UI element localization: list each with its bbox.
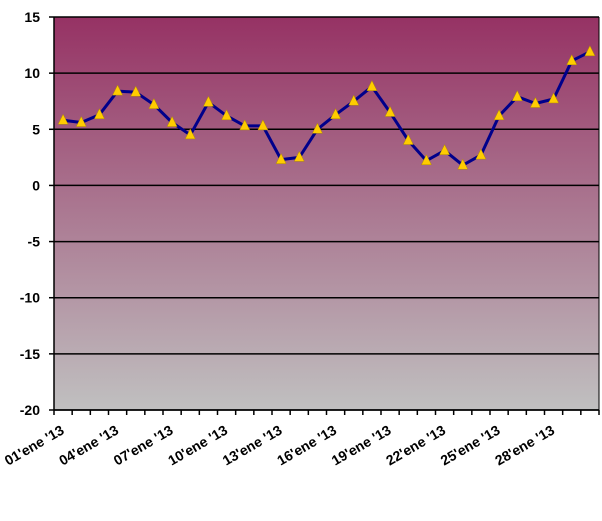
data-point-marker: [530, 96, 541, 108]
data-point-marker: [584, 45, 596, 57]
x-tick-label: 13'ene '13: [220, 422, 285, 469]
x-tick-label: 01'ene '13: [2, 422, 67, 469]
data-point-marker: [439, 144, 450, 155]
data-point-marker: [166, 115, 178, 127]
data-point-marker: [384, 105, 396, 117]
series-line: [62, 50, 591, 167]
y-tick-label: 15: [24, 9, 40, 25]
y-tick-label: -20: [20, 402, 40, 418]
data-point-marker: [293, 150, 305, 162]
data-point-marker: [330, 108, 341, 119]
x-tick-label: 28'ene '13: [492, 422, 557, 469]
x-tick-label: 25'ene '13: [438, 422, 503, 469]
data-point-marker: [112, 84, 123, 96]
y-tick-label: -5: [28, 234, 41, 250]
data-point-marker: [239, 119, 251, 131]
data-point-marker: [57, 113, 69, 125]
data-point-marker: [312, 122, 323, 134]
data-point-marker: [257, 119, 269, 131]
x-tick-label: 16'ene '13: [274, 422, 339, 469]
y-tick-label: -10: [20, 290, 40, 306]
data-point-marker: [493, 109, 505, 121]
data-point-marker: [275, 153, 287, 164]
series-temperature: [57, 45, 596, 170]
y-tick-label: 0: [32, 177, 40, 193]
y-tick-label: 5: [32, 121, 40, 137]
data-point-marker: [203, 95, 214, 107]
axes: [53, 17, 600, 415]
data-point-marker: [348, 94, 360, 106]
data-point-marker: [184, 128, 196, 140]
x-tick-label: 07'ene '13: [111, 422, 176, 469]
data-point-marker: [221, 109, 232, 121]
data-point-marker: [421, 154, 432, 165]
data-point-marker: [402, 133, 414, 145]
x-tick-label: 04'ene '13: [56, 422, 121, 469]
y-tick-label: 10: [24, 65, 40, 81]
data-point-marker: [475, 148, 487, 160]
data-point-marker: [457, 158, 469, 170]
data-point-marker: [75, 115, 87, 127]
data-point-marker: [130, 85, 142, 97]
data-point-marker: [511, 90, 523, 101]
x-tick-label: 10'ene '13: [165, 422, 230, 469]
y-axis-tick-labels: 15 10 5 0 -5 -10 -15 -20: [20, 9, 40, 418]
plot-area: [54, 17, 599, 410]
data-point-marker: [548, 92, 559, 104]
data-point-marker: [148, 98, 160, 109]
y-tick-label: -15: [20, 346, 40, 362]
x-tick-label: 19'ene '13: [329, 422, 394, 469]
data-point-marker: [566, 54, 578, 66]
data-point-marker: [94, 108, 105, 119]
x-tick-label: 22'ene '13: [383, 422, 448, 469]
data-point-marker: [366, 80, 378, 91]
